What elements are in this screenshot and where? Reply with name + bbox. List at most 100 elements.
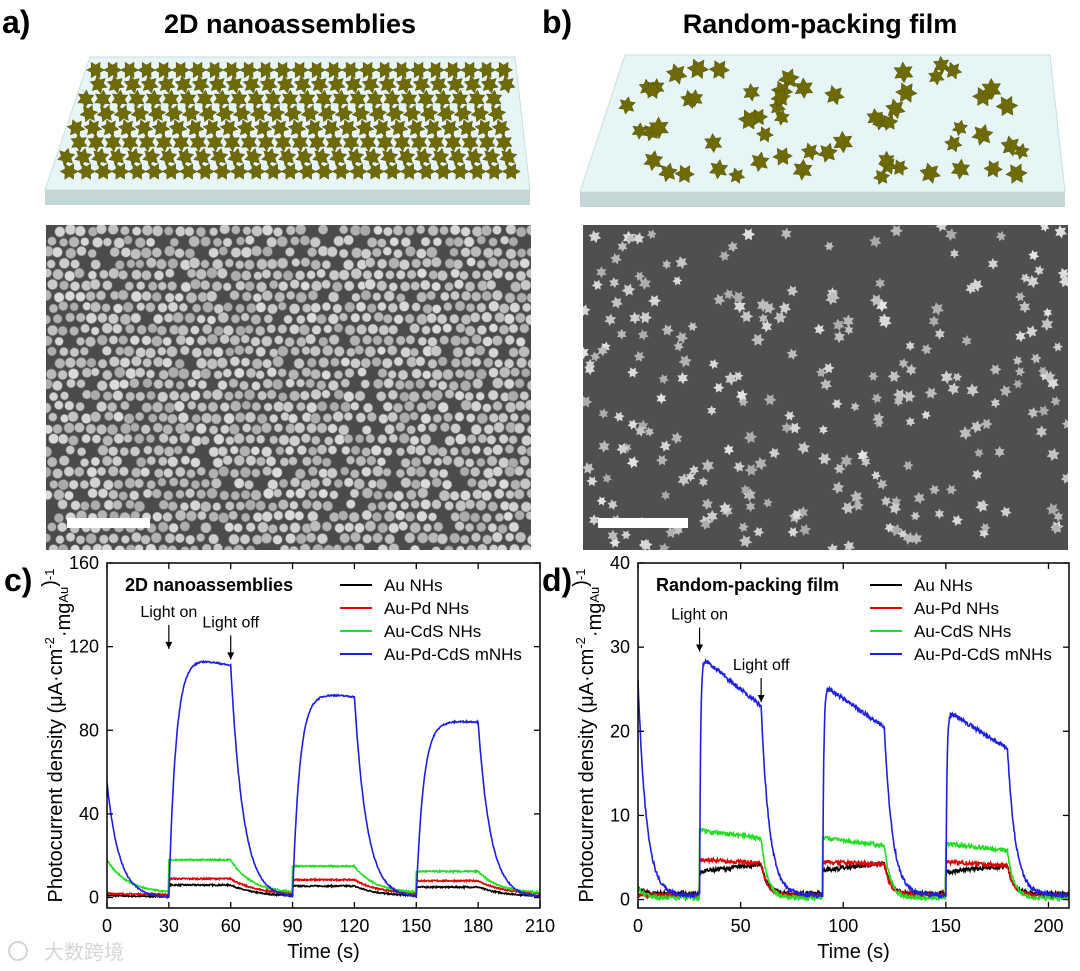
sem-particle [114,366,126,379]
sem-particle [169,237,179,247]
sem-particle [994,446,1005,458]
sem-particle [617,240,628,253]
sem-particle [670,431,683,445]
sem-particle [498,412,509,423]
sem-particle [307,247,318,258]
random-particle [704,132,723,154]
sem-particle [245,434,256,444]
sem-particle [488,412,499,423]
sem-particle [626,456,640,469]
legend-label: Au-Pd NHs [914,599,999,618]
sem-particle [869,294,884,307]
y-axis-label: Photocurrent density (μA·cm-2·mgAu)-1 [570,569,606,903]
sem-particle [433,521,444,532]
sem-particle [753,526,765,538]
series-line-au-pd-nhs [107,876,540,897]
sem-particle [222,324,234,336]
sem-particle [521,435,531,446]
sem-particle [372,465,384,477]
x-tick-label: 0 [102,916,112,936]
sem-particle [395,335,406,346]
sem-particle [762,497,773,508]
sem-particle [924,387,938,399]
x-tick-label: 150 [401,916,431,936]
sem-particle [422,523,433,533]
sem-particle [278,392,288,402]
sem-particle [585,358,596,370]
sem-particle [164,402,175,414]
sem-particle [756,298,770,313]
sem-particle [428,270,439,280]
sem-particle [338,510,349,521]
sem-particle [225,436,235,446]
sem-particle [106,424,119,436]
sem-particle [295,487,306,499]
sem-particle [145,543,157,550]
sem-particle [308,446,318,456]
sem-particle [252,293,262,303]
sem-particle [136,302,146,312]
sem-particle [151,291,162,303]
sem-particle [186,445,196,455]
ordered-particle [210,147,229,167]
sem-particle [141,290,152,302]
sem-particle [344,522,355,533]
sem-particle [464,391,474,402]
sem-particle [868,371,879,381]
ordered-particle [365,163,385,180]
sem-particle [817,452,832,465]
x-tick-label: 100 [828,916,858,936]
sem-particle [322,500,334,512]
y-tick-label: 160 [69,553,99,573]
sem-particle [658,542,670,550]
sem-particle [340,466,350,476]
sem-particle [382,246,392,256]
sem-particle [256,434,266,444]
sem-particle [185,292,198,304]
sem-particle [444,545,454,550]
sem-particle [339,225,349,235]
sem-particle [108,489,119,500]
sem-particle [475,391,485,401]
ordered-particle [290,61,310,79]
sem-particle [158,412,168,423]
sem-particle [475,499,487,511]
sem-particle [884,522,895,533]
sem-particle [228,533,240,546]
sem-particle [427,512,438,522]
sem-particle [492,444,504,456]
sem-particle [286,290,296,301]
sem-particle [97,312,108,324]
sem-particle [307,510,319,523]
sem-particle [532,303,541,312]
x-tick-label: 0 [633,916,643,936]
ordered-particle [168,119,188,137]
ordered-particle [329,147,348,167]
sem-particle [453,456,465,468]
sem-particle [354,345,365,355]
y-axis-label: Photocurrent density (μA·cm-2·mgAu)-1 [39,569,75,903]
ordered-particle [266,104,286,123]
random-particle [943,61,963,80]
sem-particle [278,281,289,292]
sem-particle [252,534,263,545]
sem-particle [208,425,219,435]
sem-particle [123,235,133,245]
sem-particle [245,545,256,550]
sem-particle [266,367,277,378]
sem-particle [119,313,132,326]
sem-particle [263,487,275,500]
sem-particle [454,520,465,532]
sem-particle [467,477,477,488]
sem-particle [508,236,519,247]
sem-particle [184,312,196,324]
sem-particle [190,457,201,468]
sem-particle [444,237,455,247]
sem-particle [482,336,493,347]
sem-particle [454,300,466,312]
sem-particle [477,433,488,444]
sem-particle [723,289,735,300]
sem-particle [266,324,276,334]
sem-particle [533,455,543,465]
sem-particle [158,456,168,467]
